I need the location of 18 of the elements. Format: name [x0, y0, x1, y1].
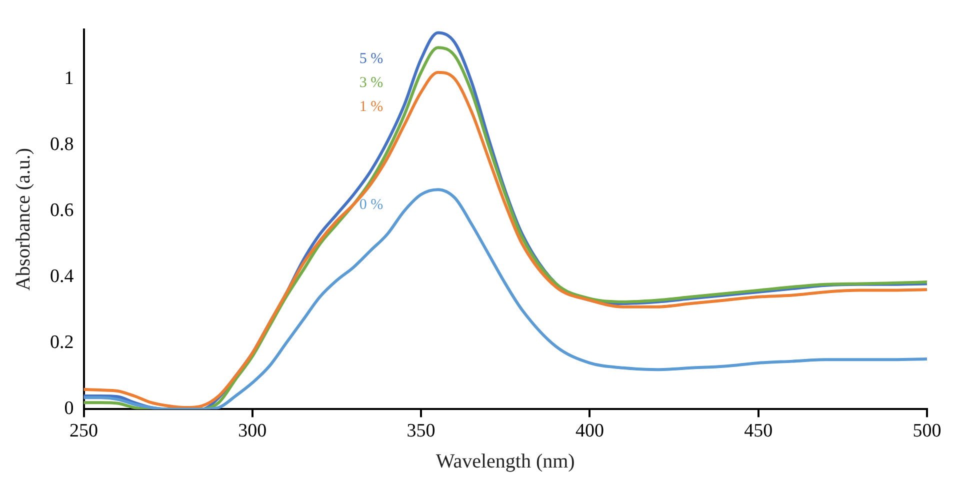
y-tick-label: 0.4 — [50, 266, 74, 288]
series-label: 3 % — [359, 74, 384, 91]
y-tick-label: 0 — [64, 398, 74, 420]
x-tick-label: 300 — [238, 420, 267, 442]
y-tick-label: 0.6 — [50, 200, 74, 222]
x-tick-label: 350 — [406, 420, 436, 442]
x-tick-label: 400 — [575, 420, 604, 442]
y-axis-title: Absorbance (a.u.) — [12, 148, 34, 291]
text: 5 % — [359, 50, 384, 67]
series-label: 0 % — [359, 196, 384, 213]
series-label: 1 % — [359, 98, 384, 115]
x-tick-label: 250 — [70, 420, 98, 442]
y-tick-label: 1 — [64, 68, 74, 89]
x-tick-label: 450 — [744, 420, 773, 442]
x-tick-label: 500 — [912, 420, 942, 442]
y-tick-label: 0.8 — [50, 134, 74, 155]
y-tick-label: 0.2 — [50, 332, 74, 354]
x-axis-title: Wavelength (nm) — [436, 450, 575, 472]
